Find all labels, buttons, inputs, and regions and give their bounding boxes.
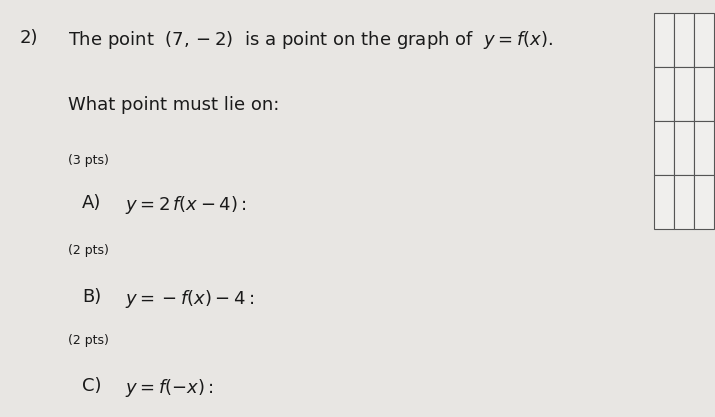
Bar bbox=[674, 121, 694, 175]
Text: The point  $(7,-2)$  is a point on the graph of  $y = f(x)$.: The point $(7,-2)$ is a point on the gra… bbox=[68, 29, 553, 51]
Text: $y = f(-x):$: $y = f(-x):$ bbox=[125, 377, 214, 399]
Bar bbox=[694, 67, 714, 121]
Bar bbox=[654, 13, 674, 67]
Text: C): C) bbox=[82, 377, 102, 395]
Bar bbox=[654, 175, 674, 229]
Text: (3 pts): (3 pts) bbox=[68, 154, 109, 167]
Text: What point must lie on:: What point must lie on: bbox=[68, 96, 280, 114]
Text: $y = -f(x) - 4:$: $y = -f(x) - 4:$ bbox=[125, 288, 255, 310]
Text: A): A) bbox=[82, 194, 102, 212]
Bar bbox=[674, 175, 694, 229]
Text: $y = 2\,f(x-4):$: $y = 2\,f(x-4):$ bbox=[125, 194, 247, 216]
Bar bbox=[694, 175, 714, 229]
Text: (2 pts): (2 pts) bbox=[68, 244, 109, 257]
Bar bbox=[674, 13, 694, 67]
Bar bbox=[694, 13, 714, 67]
Bar bbox=[654, 121, 674, 175]
Text: 2): 2) bbox=[20, 29, 39, 47]
Bar bbox=[654, 67, 674, 121]
Bar bbox=[674, 67, 694, 121]
Text: (2 pts): (2 pts) bbox=[68, 334, 109, 347]
Text: B): B) bbox=[82, 288, 102, 306]
Bar bbox=[694, 121, 714, 175]
